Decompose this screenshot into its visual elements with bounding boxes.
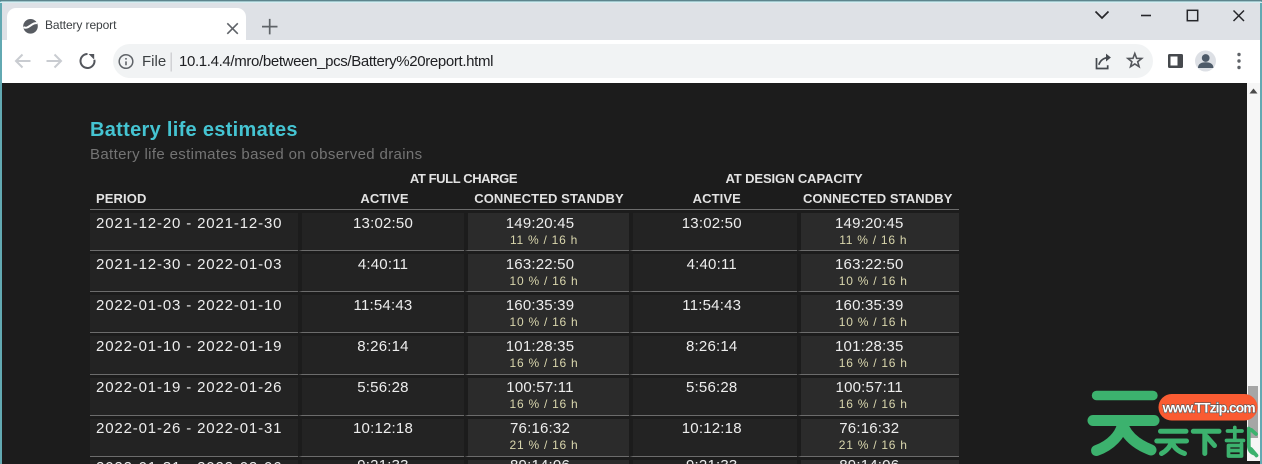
svg-text:www.TTzip.com: www.TTzip.com	[1162, 401, 1256, 416]
